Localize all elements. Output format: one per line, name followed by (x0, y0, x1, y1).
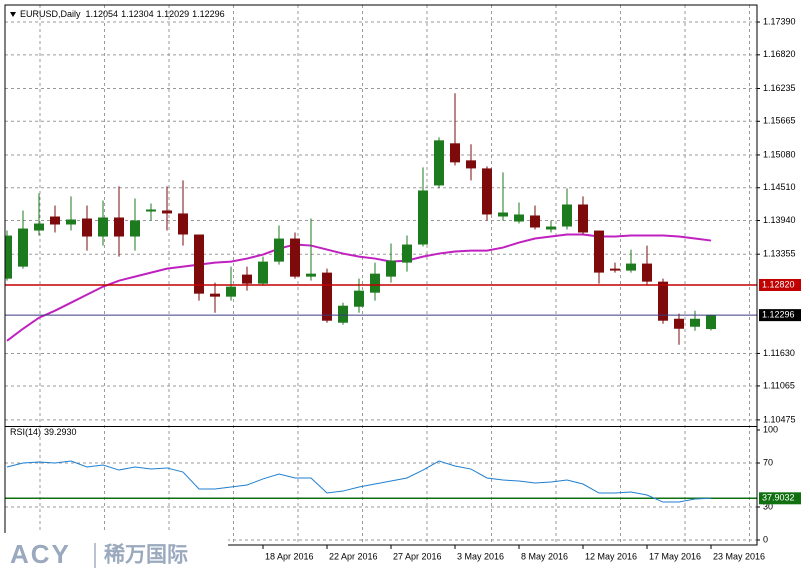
y-tick-label: 100 (763, 424, 778, 434)
y-tick-label: 1.17390 (763, 16, 796, 26)
rsi-current: 39.2930 (44, 427, 77, 437)
candle-body (546, 226, 556, 230)
candle-body (610, 268, 620, 271)
y-tick-label: 70 (763, 457, 773, 467)
candle-body (82, 218, 92, 237)
candle-body (114, 217, 124, 237)
x-tick-label: 23 May 2016 (713, 551, 765, 561)
y-tick-label: 1.15665 (763, 116, 796, 126)
candle-body (562, 204, 572, 227)
y-tick-label: 1.11630 (763, 348, 795, 358)
axis-labels: 1.17390 1.16820 1.16235 1.15665 1.15080 1.145… (262, 16, 801, 561)
candle-body (482, 168, 492, 215)
candle-body (354, 290, 364, 307)
candle-body (290, 238, 300, 277)
moving-average (6, 233, 712, 342)
rsi-header: RSI(14) 39.2930 (10, 427, 77, 437)
y-tick-label: 1.13940 (763, 215, 796, 225)
candle-body (306, 273, 316, 277)
bid-box (759, 309, 801, 322)
bid-label: 1.12296 (762, 310, 795, 320)
candle-body (50, 216, 60, 225)
x-tick-label: 17 May 2016 (649, 551, 701, 561)
candle-body (210, 293, 220, 297)
candle-body (258, 261, 268, 284)
ohlc-close: 1.12296 (192, 9, 225, 19)
y-tick-label: 1.13355 (763, 249, 796, 259)
ohlc-high: 1.12304 (121, 9, 154, 19)
candle-body (402, 244, 412, 263)
brand: ACY (10, 539, 71, 569)
rsi-name: RSI(14) (10, 427, 41, 437)
x-tick-label: 8 May 2016 (521, 551, 568, 561)
ohlc-low: 1.12029 (157, 9, 190, 19)
candle-body (642, 263, 652, 282)
candle-body (386, 260, 396, 277)
x-tick-label: 27 Apr 2016 (393, 551, 442, 561)
candle-body (450, 143, 460, 163)
level-box (759, 492, 801, 505)
level-label: 37.9032 (762, 493, 795, 503)
price-level-label: 1.12820 (762, 279, 795, 289)
candle-body (178, 213, 188, 235)
price-level-box (759, 278, 801, 291)
y-tick-label: 1.16820 (763, 49, 796, 59)
candle-body (130, 220, 140, 237)
candle-body (514, 214, 524, 222)
rsi-plot (5, 460, 757, 503)
candle-body (226, 286, 236, 297)
candle-body (498, 212, 508, 217)
y-tick-label: 1.14510 (763, 182, 796, 192)
main-plot (5, 93, 757, 345)
candle-body (194, 234, 204, 294)
y-tick-label: 1.15080 (763, 149, 796, 159)
candle-body (370, 273, 380, 293)
candle-body (98, 217, 108, 237)
watermark: ACY 稀万国际 (0, 533, 228, 577)
y-tick-label: 1.10475 (763, 414, 796, 424)
chart-title: EURUSD,Daily 1.12054 1.12304 1.12029 1.12296 (20, 9, 225, 19)
candle-body (162, 210, 172, 214)
grid-layer (5, 5, 757, 545)
candle-body (146, 209, 156, 212)
candle-body (66, 219, 76, 225)
candle-body (674, 318, 684, 329)
y-tick-label: 1.16235 (763, 83, 796, 93)
candle-body (578, 204, 588, 233)
title-marker (10, 12, 16, 17)
candle-body (338, 305, 348, 323)
y-tick-label: 30 (763, 501, 773, 511)
y-tick-label: 0 (763, 534, 768, 544)
candle-body (658, 281, 668, 321)
indicator-line (6, 460, 712, 503)
x-tick-label: 12 May 2016 (585, 551, 637, 561)
x-tick-label: 18 Apr 2016 (265, 551, 314, 561)
candle-body (594, 230, 604, 273)
candle-body (242, 274, 252, 284)
candle-body (434, 140, 444, 186)
y-tick-label: 1.11065 (763, 380, 795, 390)
candle-body (418, 190, 428, 245)
symbol-title: EURUSD,Daily (20, 9, 81, 19)
candle-body (274, 238, 284, 262)
candle-body (706, 315, 716, 330)
candle-body (626, 263, 636, 271)
watermark-bg (0, 533, 228, 577)
candle-body (466, 160, 476, 169)
candle-body (690, 318, 700, 327)
x-tick-label: 22 Apr 2016 (329, 551, 378, 561)
ohlc-open: 1.12054 (86, 9, 119, 19)
plot-frame (4, 4, 758, 546)
brand-local: 稀万国际 (104, 543, 188, 567)
candle-body (34, 223, 44, 231)
candle-body (322, 272, 332, 321)
candle-body (530, 215, 540, 228)
candle-body (5, 235, 12, 279)
x-tick-label: 3 May 2016 (457, 551, 504, 561)
candle-body (18, 228, 28, 267)
